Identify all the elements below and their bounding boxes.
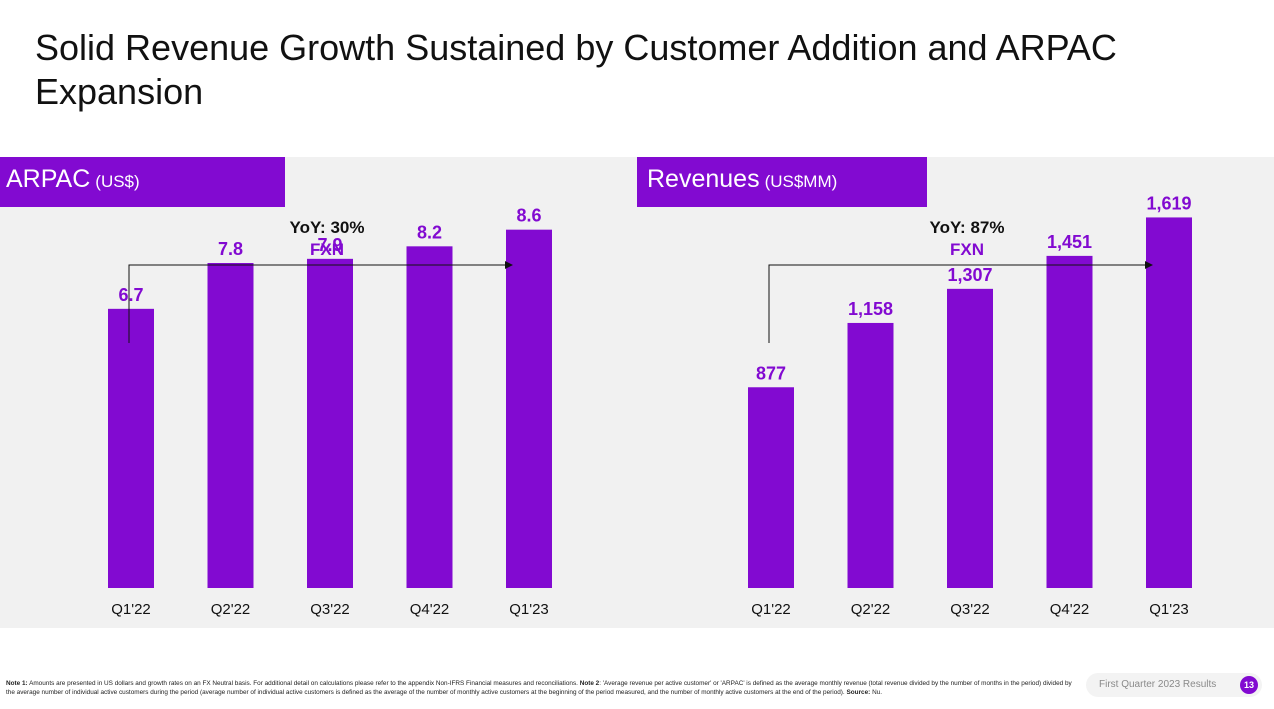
footer-pill xyxy=(1086,673,1262,697)
revenues-bar-1 xyxy=(748,387,794,588)
arpac-chart-title: ARPAC xyxy=(6,165,91,193)
revenues-bar-5 xyxy=(1146,217,1192,588)
arpac-bar-1 xyxy=(108,308,154,588)
page-number-badge: 13 xyxy=(1240,676,1258,694)
revenues-category-label-5: Q1'23 xyxy=(1149,601,1189,618)
arpac-chart-badge: ARPAC (US$) xyxy=(0,157,285,207)
footnote-note2-text: : 'Average revenue per active customer' … xyxy=(6,680,1072,696)
arpac-category-label-2: Q2'22 xyxy=(211,601,251,618)
arpac-data-label-4: 8.2 xyxy=(417,222,442,242)
arpac-bar-chart: 6.7 Q1'22 7.8 Q2'22 7.9 Q3'22 8.2 Q4'22 8.6 Q1'23… xyxy=(108,206,552,618)
revenues-bar-4 xyxy=(1046,255,1093,588)
arpac-fxn-label: FXN xyxy=(310,240,344,259)
arpac-bar-3 xyxy=(307,258,353,588)
revenues-yoy-arrow-head xyxy=(1145,261,1153,269)
footnote-note1-text: Amounts are presented in US dollars and … xyxy=(27,680,580,687)
arpac-bar-2 xyxy=(207,263,254,588)
revenues-fxn-label: FXN xyxy=(950,240,984,259)
arpac-category-label-1: Q1'22 xyxy=(111,601,151,618)
footnote-source-label: Source: xyxy=(846,689,871,696)
arpac-category-label-4: Q4'22 xyxy=(410,601,450,618)
footnote: Note 1: Amounts are presented in US doll… xyxy=(6,679,1074,697)
page-title: Solid Revenue Growth Sustained by Custom… xyxy=(35,27,1117,112)
arpac-category-label-5: Q1'23 xyxy=(509,601,549,618)
revenues-data-label-5: 1,619 xyxy=(1146,193,1191,213)
arpac-category-label-3: Q3'22 xyxy=(310,601,350,618)
arpac-bar-4 xyxy=(406,246,453,588)
arpac-data-label-1: 6.7 xyxy=(118,285,143,305)
revenues-data-label-4: 1,451 xyxy=(1047,232,1092,252)
arpac-yoy-label: YoY: 30% xyxy=(290,218,365,237)
revenues-data-label-1: 877 xyxy=(756,363,786,383)
footnote-note1-label: Note 1: xyxy=(6,680,28,687)
arpac-yoy-arrow-line xyxy=(128,264,505,343)
footnote-source-text: Nu. xyxy=(870,689,883,696)
arpac-data-label-3: 7.9 xyxy=(317,235,342,255)
revenues-category-label-4: Q4'22 xyxy=(1050,601,1090,618)
arpac-chart-unit: (US$) xyxy=(95,172,140,191)
revenues-category-label-3: Q3'22 xyxy=(950,601,990,618)
revenues-bar-chart: 877 Q1'22 1,158 Q2'22 1,307 Q3'22 1,451 Q4'22 1,… xyxy=(748,193,1192,618)
revenues-yoy-arrow-line xyxy=(768,264,1145,343)
arpac-data-label-2: 7.8 xyxy=(218,239,243,259)
footnote-note2-label: Note 2 xyxy=(579,680,600,687)
revenues-category-label-2: Q2'22 xyxy=(851,601,891,618)
revenues-data-label-3: 1,307 xyxy=(947,265,992,285)
revenues-bar-3 xyxy=(947,288,993,588)
revenues-chart-title: Revenues xyxy=(647,165,760,193)
revenues-category-label-1: Q1'22 xyxy=(751,601,791,618)
revenues-data-label-2: 1,158 xyxy=(848,299,893,319)
arpac-yoy-arrow-head xyxy=(505,261,513,269)
revenues-chart-badge: Revenues (US$MM) xyxy=(637,157,927,207)
arpac-data-label-5: 8.6 xyxy=(516,206,541,226)
arpac-bar-5 xyxy=(506,229,552,588)
revenues-bar-2 xyxy=(847,322,894,588)
revenues-yoy-label: YoY: 87% xyxy=(930,218,1005,237)
footer-report-label: First Quarter 2023 Results xyxy=(1099,679,1217,690)
revenues-chart-unit: (US$MM) xyxy=(764,172,838,191)
